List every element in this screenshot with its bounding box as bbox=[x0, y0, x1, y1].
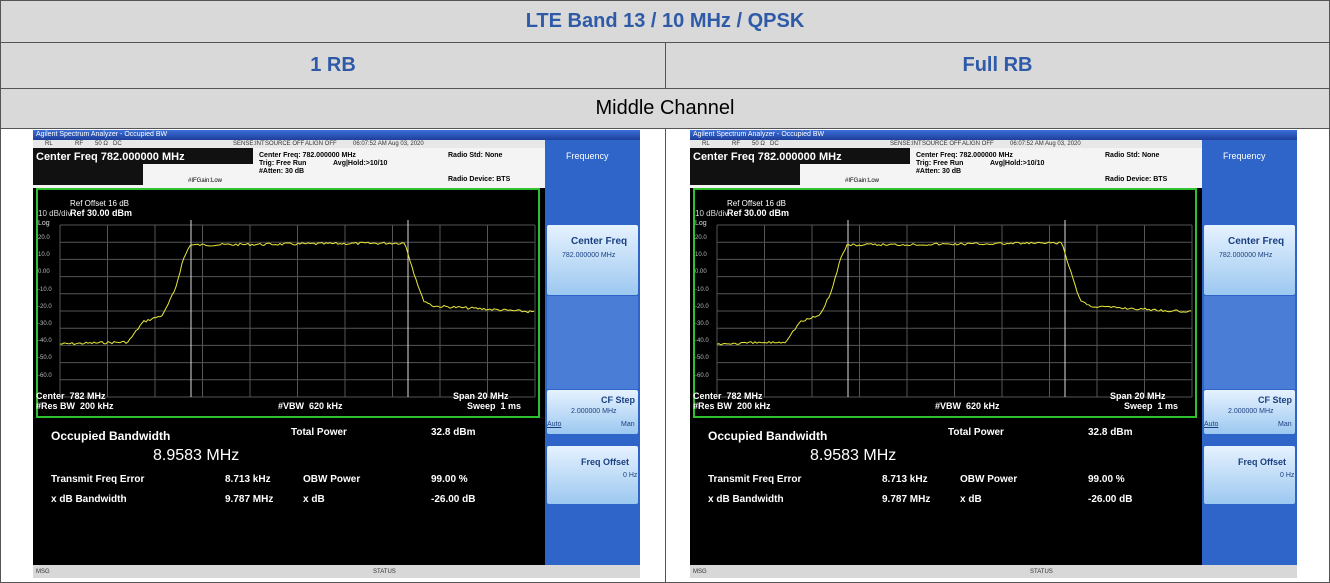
vbw: #VBW 620 kHz bbox=[935, 402, 1000, 411]
y-label: -20.0 bbox=[38, 304, 52, 310]
softkey-label: CF Step bbox=[601, 396, 635, 405]
xdb: -26.00 dB bbox=[431, 495, 475, 505]
y-label: 0.00 bbox=[38, 269, 50, 275]
y-label: -30.0 bbox=[38, 321, 52, 327]
softkey-option: Man bbox=[621, 421, 635, 428]
softkey-value: 2.000000 MHz bbox=[571, 408, 617, 415]
obw-power-label: OBW Power bbox=[303, 475, 360, 485]
status: STATUS bbox=[373, 569, 396, 575]
sweep: Sweep 1 ms bbox=[467, 402, 521, 411]
span: Span 20 MHz bbox=[453, 392, 509, 401]
softkey-label: Center Freq bbox=[571, 237, 627, 247]
column-title: Full RB bbox=[963, 54, 1033, 77]
obw-value: 8.9583 MHz bbox=[810, 448, 896, 464]
softkey bbox=[1204, 296, 1295, 389]
obw-label: Occupied Bandwidth bbox=[708, 430, 827, 442]
softkey-label: Freq Offset bbox=[1238, 458, 1286, 467]
y-label: 20.0 bbox=[695, 235, 707, 241]
title: LTE Band 13 / 10 MHz / QPSK bbox=[526, 10, 805, 33]
center-label: Center 782 MHz bbox=[693, 392, 763, 401]
xdb-bw-label: x dB Bandwidth bbox=[708, 495, 784, 505]
y-label: 10.0 bbox=[38, 252, 50, 258]
tfe-label: Transmit Freq Error bbox=[51, 475, 144, 485]
xdb-bw: 9.787 MHz bbox=[882, 495, 930, 505]
bottom-bar bbox=[690, 565, 1297, 578]
y-label: -60.0 bbox=[38, 373, 52, 379]
y-label: -10.0 bbox=[38, 287, 52, 293]
xdb: -26.00 dB bbox=[1088, 495, 1132, 505]
title-cell: LTE Band 13 / 10 MHz / QPSK bbox=[0, 0, 1330, 43]
total-power-label: Total Power bbox=[291, 428, 347, 438]
column-header: 1 RB bbox=[0, 42, 666, 89]
softkey-label: CF Step bbox=[1258, 396, 1292, 405]
total-power: 32.8 dBm bbox=[1088, 428, 1132, 438]
tfe: 8.713 kHz bbox=[225, 475, 271, 485]
softkey-value: 782.000000 MHz bbox=[562, 252, 615, 259]
xdb-bw-label: x dB Bandwidth bbox=[51, 495, 127, 505]
tfe-label: Transmit Freq Error bbox=[708, 475, 801, 485]
status: STATUS bbox=[1030, 569, 1053, 575]
y-label: 10.0 bbox=[695, 252, 707, 258]
obw-power-label: OBW Power bbox=[960, 475, 1017, 485]
channel: Middle Channel bbox=[596, 97, 735, 120]
xdb-label: x dB bbox=[960, 495, 982, 505]
obw-label: Occupied Bandwidth bbox=[51, 430, 170, 442]
y-label: 0.00 bbox=[695, 269, 707, 275]
y-label: -10.0 bbox=[695, 287, 709, 293]
softkey-title: Frequency bbox=[566, 152, 609, 161]
obw-power: 99.00 % bbox=[431, 475, 468, 485]
bottom-bar bbox=[33, 565, 640, 578]
xdb-label: x dB bbox=[303, 495, 325, 505]
y-label: -30.0 bbox=[695, 321, 709, 327]
softkey-label: Freq Offset bbox=[581, 458, 629, 467]
softkey-title: Frequency bbox=[1223, 152, 1266, 161]
y-label: -20.0 bbox=[695, 304, 709, 310]
res-bw: #Res BW 200 kHz bbox=[36, 402, 114, 411]
y-label: -50.0 bbox=[695, 355, 709, 361]
y-label: -60.0 bbox=[695, 373, 709, 379]
res-bw: #Res BW 200 kHz bbox=[693, 402, 771, 411]
msg: MSG bbox=[693, 569, 707, 575]
page: LTE Band 13 / 10 MHz / QPSK 1 RB Full RB… bbox=[0, 0, 1330, 583]
obw-power: 99.00 % bbox=[1088, 475, 1125, 485]
y-label: -40.0 bbox=[38, 338, 52, 344]
tfe: 8.713 kHz bbox=[882, 475, 928, 485]
softkey-value: 2.000000 MHz bbox=[1228, 408, 1274, 415]
column-header: Full RB bbox=[665, 42, 1330, 89]
softkey-label: Center Freq bbox=[1228, 237, 1284, 247]
total-power-label: Total Power bbox=[948, 428, 1004, 438]
span: Span 20 MHz bbox=[1110, 392, 1166, 401]
column-title: 1 RB bbox=[310, 54, 356, 77]
y-label: -40.0 bbox=[695, 338, 709, 344]
sweep: Sweep 1 ms bbox=[1124, 402, 1178, 411]
softkey-value: 782.000000 MHz bbox=[1219, 252, 1272, 259]
softkey-option: Auto bbox=[1204, 421, 1218, 428]
vbw: #VBW 620 kHz bbox=[278, 402, 343, 411]
total-power: 32.8 dBm bbox=[431, 428, 475, 438]
softkey-option: Man bbox=[1278, 421, 1292, 428]
y-label: 20.0 bbox=[38, 235, 50, 241]
msg: MSG bbox=[36, 569, 50, 575]
softkey bbox=[547, 296, 638, 389]
y-label: -50.0 bbox=[38, 355, 52, 361]
obw-value: 8.9583 MHz bbox=[153, 448, 239, 464]
softkey-value: 0 Hz bbox=[1280, 472, 1294, 479]
softkey-option: Auto bbox=[547, 421, 561, 428]
softkey-value: 0 Hz bbox=[623, 472, 637, 479]
xdb-bw: 9.787 MHz bbox=[225, 495, 273, 505]
channel-cell: Middle Channel bbox=[0, 88, 1330, 129]
center-label: Center 782 MHz bbox=[36, 392, 106, 401]
